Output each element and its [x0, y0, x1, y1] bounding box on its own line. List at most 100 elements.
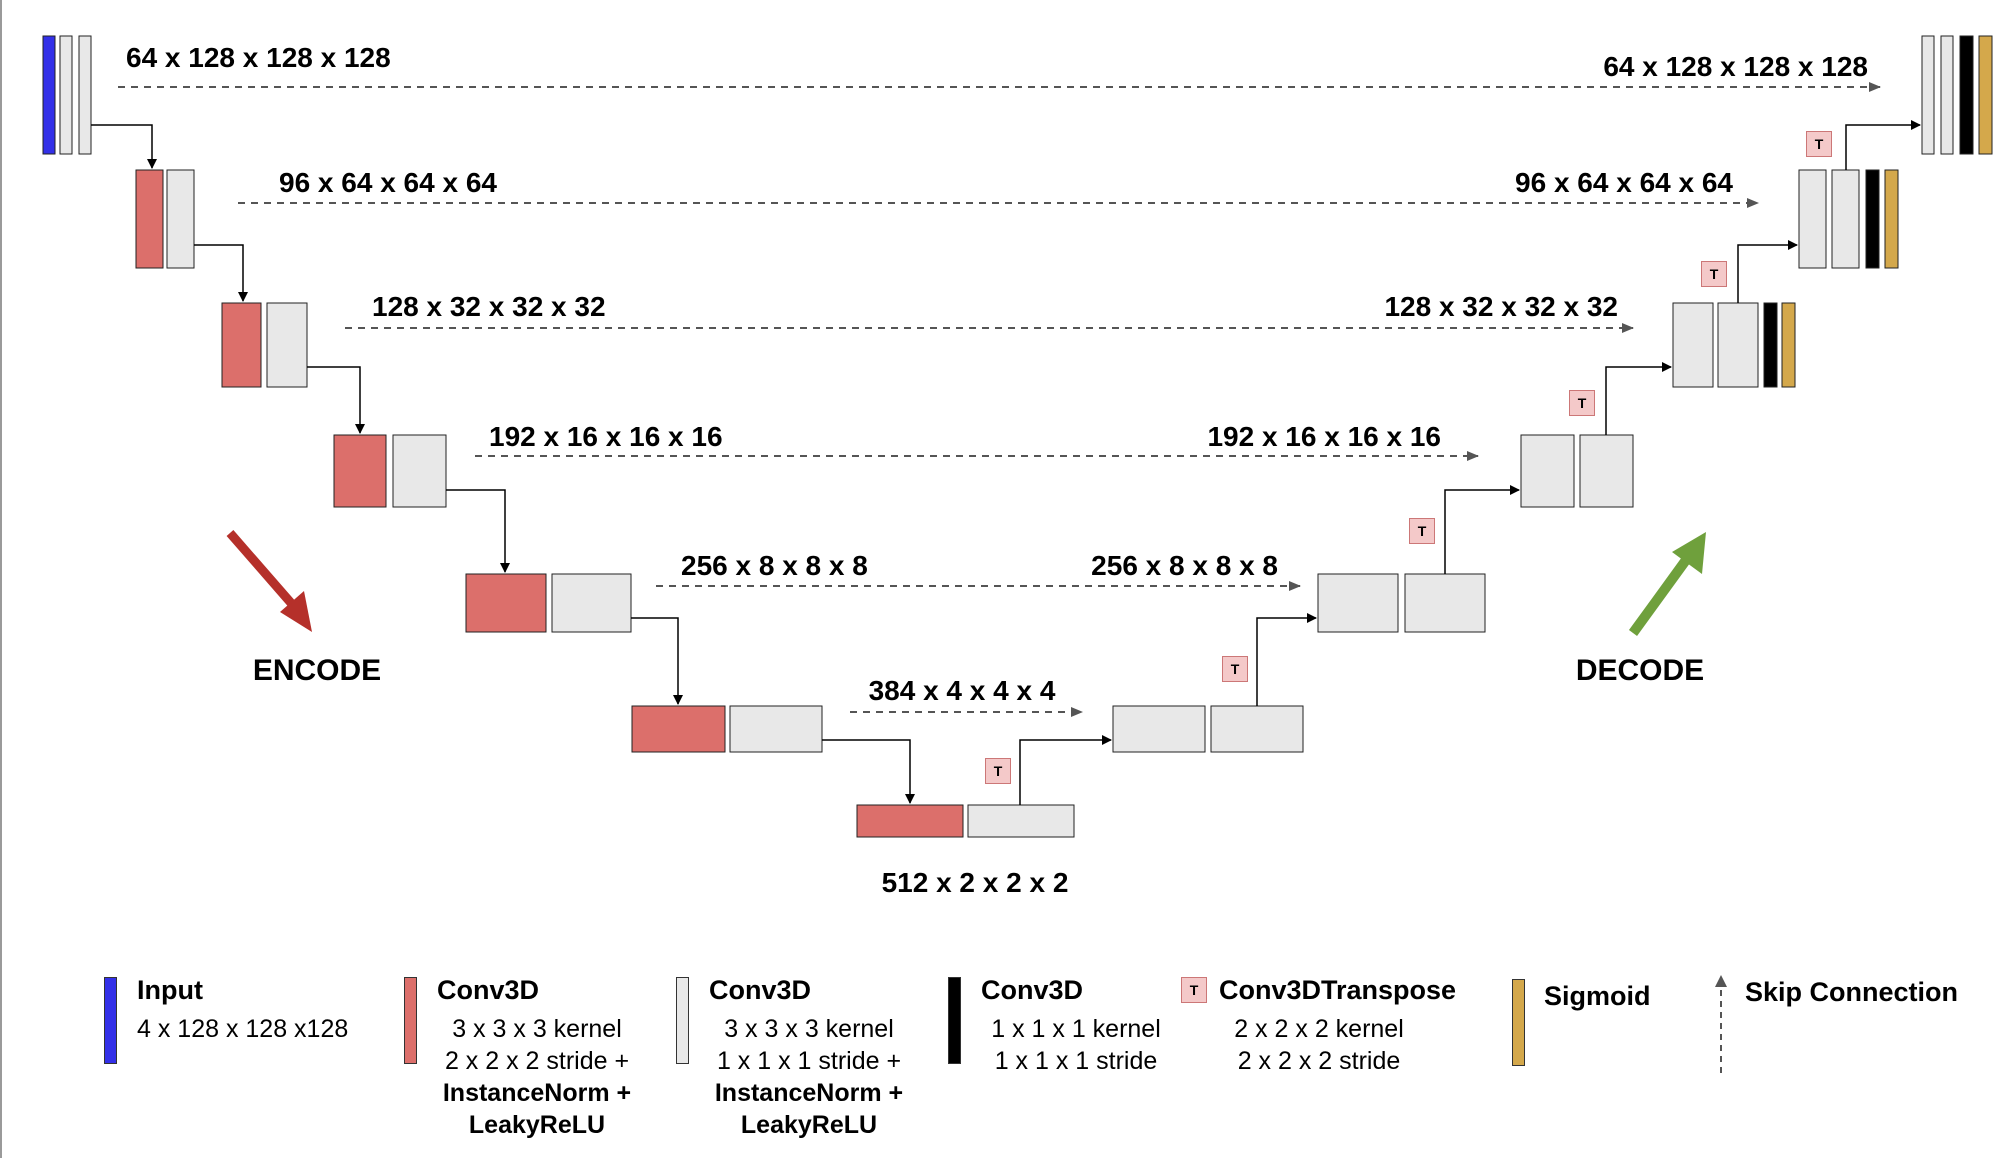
legend-conv-stride-line: LeakyReLU [468, 1111, 606, 1139]
encoder-level-4 [333, 434, 447, 508]
legend-transpose-title: Conv3DTranspose [1219, 975, 1457, 1005]
conv-1x1-swatch [948, 977, 961, 1064]
conv-stride-block [221, 302, 262, 388]
conv-plain-block [729, 705, 823, 753]
legend-conv-1x1-line: 1 x 1 x 1 kernel [991, 1015, 1161, 1043]
conv-plain-block [392, 434, 447, 508]
legend-conv-stride-title: Conv3D [437, 975, 540, 1005]
encoder-level-3 [221, 302, 308, 388]
conv-plain-swatch [676, 977, 689, 1064]
level-5-left-label: 256 x 8 x 8 x 8 [681, 550, 868, 581]
conv-plain-block [166, 169, 195, 269]
down-connector [631, 617, 683, 705]
legend-transpose: T Conv3DTranspose 2 x 2 x 2 kernel 2 x 2… [1181, 975, 1481, 1095]
legend-conv-stride: Conv3D 3 x 3 x 3 kernel 2 x 2 x 2 stride… [404, 975, 664, 1155]
legend-conv-plain: Conv3D 3 x 3 x 3 kernel 1 x 1 x 1 stride… [676, 975, 936, 1155]
legend-input-title: Input [137, 975, 203, 1005]
level-3-right-label: 128 x 32 x 32 x 32 [1384, 291, 1618, 322]
conv-plain-block [1940, 35, 1954, 155]
conv-plain-block [78, 35, 92, 155]
legend-conv-stride-line: InstanceNorm + [442, 1079, 632, 1107]
level-1-left-label: 64 x 128 x 128 x 128 [126, 42, 391, 73]
conv-plain-block [1831, 169, 1860, 269]
legend-transpose-line: 2 x 2 x 2 stride [1237, 1047, 1401, 1075]
encode-indicator: ENCODE [226, 530, 381, 687]
legend-conv-plain-title: Conv3D [709, 975, 812, 1005]
legend-conv-1x1: Conv3D 1 x 1 x 1 kernel 1 x 1 x 1 stride [948, 975, 1188, 1095]
transpose-badge: T [1409, 518, 1435, 544]
decoder-level-2 [1798, 169, 1899, 269]
down-connector [91, 124, 157, 169]
encoder-level-6 [631, 705, 823, 753]
down-connector [822, 739, 915, 804]
sigmoid-swatch [1512, 979, 1525, 1066]
conv-stride-block [135, 169, 164, 269]
encoder-level-2 [135, 169, 195, 269]
decode-indicator: DECODE [1576, 532, 1706, 687]
transpose-badge: T [1806, 131, 1832, 157]
decoder-level-5 [1317, 573, 1486, 633]
level-5-right-label: 256 x 8 x 8 x 8 [1091, 550, 1278, 581]
conv-plain-block [59, 35, 73, 155]
conv-plain-block [1520, 434, 1575, 508]
decode-arrow-head [1672, 532, 1706, 574]
legend-transpose-line: 2 x 2 x 2 kernel [1234, 1015, 1404, 1043]
conv-plain-block [1210, 705, 1304, 753]
level-4-left-label: 192 x 16 x 16 x 16 [489, 421, 723, 452]
legend-skip: Skip Connection [1711, 975, 1971, 1075]
transpose-badge: T [1222, 656, 1248, 682]
sigmoid-block [1884, 169, 1899, 269]
conv-plain-block [1317, 573, 1399, 633]
conv-stride-block [856, 804, 964, 838]
conv-plain-block [1921, 35, 1935, 155]
transpose-swatch: T [1181, 977, 1207, 1003]
level-3-left-label: 128 x 32 x 32 x 32 [372, 291, 606, 322]
decode-arrow-shaft [1628, 557, 1691, 636]
conv-stride-swatch [404, 977, 417, 1064]
bottleneck [856, 804, 1075, 838]
legend-skip-title: Skip Connection [1745, 977, 1959, 1007]
encoder-level-1 [42, 35, 92, 155]
skip-connections [118, 82, 1881, 717]
legend-sigmoid: Sigmoid [1512, 975, 1702, 1075]
encode-label: ENCODE [253, 654, 381, 687]
conv-stride-block [333, 434, 387, 508]
decode-label: DECODE [1576, 654, 1704, 687]
down-connector [446, 489, 510, 573]
conv-stride-block [465, 573, 547, 633]
decoder-level-3 [1672, 302, 1796, 388]
legend-sigmoid-title: Sigmoid [1544, 981, 1651, 1011]
encode-arrow-shaft [226, 530, 302, 614]
conv-plain-block [1579, 434, 1634, 508]
decoder-flow-connectors [1019, 120, 1921, 805]
encoder-flow-connectors [91, 124, 915, 804]
decoder-level-6 [1112, 705, 1304, 753]
legend-conv-1x1-title: Conv3D [981, 975, 1084, 1005]
up-connector [1605, 362, 1672, 435]
conv-plain-block [266, 302, 308, 388]
conv-stride-block [631, 705, 726, 753]
transpose-badge: T [1569, 390, 1595, 416]
transpose-badge: T [985, 758, 1011, 784]
up-connector [1845, 120, 1921, 170]
legend-input-line: 4 x 128 x 128 x128 [137, 1015, 349, 1043]
conv-plain-block [1717, 302, 1759, 388]
input-swatch [104, 977, 117, 1064]
legend-conv-stride-line: 3 x 3 x 3 kernel [452, 1015, 622, 1043]
input-block [42, 35, 56, 155]
conv-1x1-block [1959, 35, 1974, 155]
up-connector [1737, 240, 1798, 303]
conv-plain-block [1404, 573, 1486, 633]
legend-conv-plain-line: InstanceNorm + [714, 1079, 904, 1107]
legend-conv-1x1-line: 1 x 1 x 1 stride [994, 1047, 1158, 1075]
up-connector [1256, 613, 1317, 706]
conv-plain-block [1672, 302, 1714, 388]
encoder-level-5 [465, 573, 632, 633]
conv-plain-block [1798, 169, 1827, 269]
up-connector [1019, 735, 1112, 805]
encode-arrow-head [280, 591, 312, 632]
down-connector [307, 366, 365, 434]
left-border-line [0, 0, 2, 1158]
